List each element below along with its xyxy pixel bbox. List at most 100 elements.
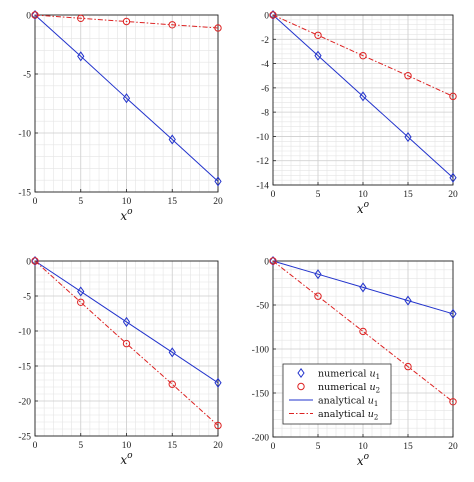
y-tick-label: -6 — [261, 84, 269, 94]
data-point-diamond — [77, 51, 85, 62]
series-line-1 — [272, 14, 454, 179]
data-point-circle — [168, 21, 176, 29]
chart-panel-3: 0 5 10 15 20 0 -5 -10 -15 -20 -25 xo — [18, 255, 223, 467]
y-tick-label: -20 — [18, 398, 31, 408]
x-axis-label: xo — [357, 200, 370, 216]
data-point-circle — [359, 327, 367, 336]
y-tick-label: -2 — [261, 36, 269, 46]
y-tick-label: -5 — [23, 293, 31, 303]
y-tick-label: -5 — [23, 71, 31, 81]
data-point-diamond — [168, 347, 176, 358]
x-tick-label: 0 — [271, 190, 276, 200]
data-point-circle — [314, 292, 322, 300]
y-tick-label: -200 — [252, 434, 270, 444]
series-line-2 — [34, 260, 219, 426]
x-tick-label: 20 — [213, 441, 223, 451]
y-tick-label: 0 — [264, 258, 269, 268]
legend-marker-diamond — [297, 367, 305, 379]
data-point-diamond — [214, 377, 222, 388]
y-tick-label: -10 — [18, 130, 31, 140]
y-tick-label: 0 — [26, 258, 31, 268]
y-tick-label: -50 — [256, 302, 269, 312]
series-line-2 — [272, 260, 454, 403]
y-tick-label: -8 — [261, 109, 269, 119]
x-tick-label: 0 — [33, 197, 38, 207]
data-point-circle — [269, 257, 277, 265]
chart-panel-2: 0 5 10 15 20 0 -2 -4 -6 -8 -10 -12 -14 xo — [256, 9, 458, 216]
data-point-circle — [122, 339, 131, 348]
x-tick-label: 10 — [358, 190, 368, 200]
series-line-1 — [34, 14, 219, 182]
grid — [34, 260, 219, 437]
y-tick-label: -100 — [252, 346, 270, 356]
grid — [34, 14, 219, 193]
legend-label: numerical u1 — [318, 369, 380, 382]
data-point-circle — [449, 398, 457, 406]
data-point-diamond — [314, 269, 322, 280]
x-tick-label: 0 — [271, 442, 276, 452]
x-tick-label: 20 — [448, 190, 458, 200]
series-line-2 — [272, 14, 454, 97]
x-tick-label: 15 — [168, 441, 178, 451]
x-tick-label: 15 — [168, 197, 178, 207]
legend-label: analytical u2 — [318, 409, 378, 422]
y-tick-label: 0 — [26, 12, 31, 22]
y-tick-label: 0 — [264, 12, 269, 22]
legend-marker-circle — [297, 382, 305, 391]
data-point-diamond — [77, 286, 85, 297]
data-point-circle — [404, 362, 412, 371]
data-point-diamond — [122, 93, 131, 104]
chart-panel-4: 0 5 10 15 20 0 -50 -100 -150 -200 xo numerical u1nu… — [252, 255, 458, 468]
data-point-diamond — [359, 91, 367, 102]
data-point-diamond — [214, 176, 222, 187]
x-tick-label: 10 — [122, 197, 132, 207]
data-point-diamond — [31, 9, 39, 21]
x-axis-label: xo — [357, 452, 370, 468]
y-tick-label: -4 — [261, 60, 269, 70]
y-tick-label: -150 — [252, 390, 270, 400]
chart-panel-1: 0 5 10 15 20 0 -5 -10 -15 xo — [18, 9, 223, 223]
x-tick-label: 15 — [403, 442, 413, 452]
series-line-1 — [34, 260, 219, 384]
data-point-circle — [77, 14, 85, 23]
x-tick-label: 5 — [316, 190, 321, 200]
x-tick-label: 20 — [448, 442, 458, 452]
y-tick-label: -15 — [18, 189, 31, 199]
x-tick-label: 20 — [213, 197, 223, 207]
data-point-diamond — [404, 295, 412, 306]
x-tick-label: 15 — [403, 190, 413, 200]
data-point-circle — [449, 92, 457, 101]
data-point-diamond — [404, 131, 412, 143]
data-point-diamond — [449, 308, 457, 319]
y-tick-label: -15 — [18, 363, 31, 373]
data-point-diamond — [359, 282, 367, 293]
data-point-diamond — [314, 50, 322, 61]
series-line-2 — [34, 14, 219, 29]
data-point-diamond — [168, 134, 176, 145]
data-point-diamond — [269, 255, 277, 267]
x-axis-label: xo — [120, 451, 133, 467]
data-point-diamond — [122, 316, 131, 327]
data-point-circle — [314, 31, 322, 39]
data-point-circle — [31, 11, 39, 19]
data-point-circle — [31, 257, 39, 265]
data-point-circle — [77, 298, 85, 306]
series-line-1 — [272, 260, 454, 315]
data-point-circle — [214, 24, 222, 32]
data-point-diamond — [269, 9, 277, 21]
y-tick-label: -25 — [18, 433, 31, 443]
y-tick-label: -14 — [256, 182, 269, 192]
x-tick-label: 5 — [316, 442, 321, 452]
data-point-circle — [359, 51, 367, 60]
legend-label: analytical u1 — [318, 396, 378, 409]
data-point-circle — [214, 421, 222, 430]
data-point-circle — [404, 72, 412, 80]
y-tick-label: -12 — [256, 157, 269, 167]
x-tick-label: 5 — [78, 441, 83, 451]
data-point-diamond — [31, 255, 39, 267]
x-axis-label: xo — [120, 207, 133, 223]
y-tick-label: -10 — [256, 133, 269, 143]
x-tick-label: 5 — [78, 197, 83, 207]
legend-label: numerical u2 — [318, 382, 380, 395]
